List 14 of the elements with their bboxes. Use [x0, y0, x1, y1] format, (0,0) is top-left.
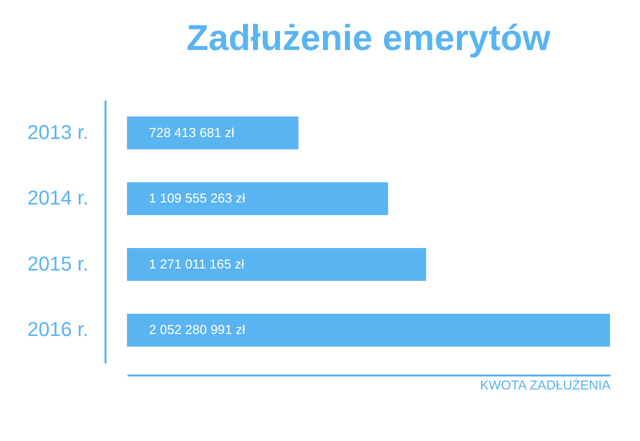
bar: [127, 314, 610, 347]
data-label: 1 109 555 263 zł: [149, 190, 246, 206]
chart-title: Zadłużenie emerytów: [186, 17, 552, 58]
x-axis-title: KWOTA ZADŁUŻENIA: [480, 378, 611, 392]
data-label: 1 271 011 165 zł: [149, 256, 244, 272]
bar: [127, 248, 426, 281]
y-tick-label: 2014 r.: [27, 188, 88, 210]
data-label: 2 052 280 991 zł: [149, 322, 246, 338]
y-tick-label: 2013 r.: [27, 122, 88, 144]
y-tick-label: 2016 r.: [27, 319, 88, 342]
bar: [127, 116, 298, 150]
bar: [127, 182, 388, 216]
data-label: 728 413 681 zł: [149, 124, 234, 140]
y-tick-label: 2015 r.: [27, 253, 88, 276]
